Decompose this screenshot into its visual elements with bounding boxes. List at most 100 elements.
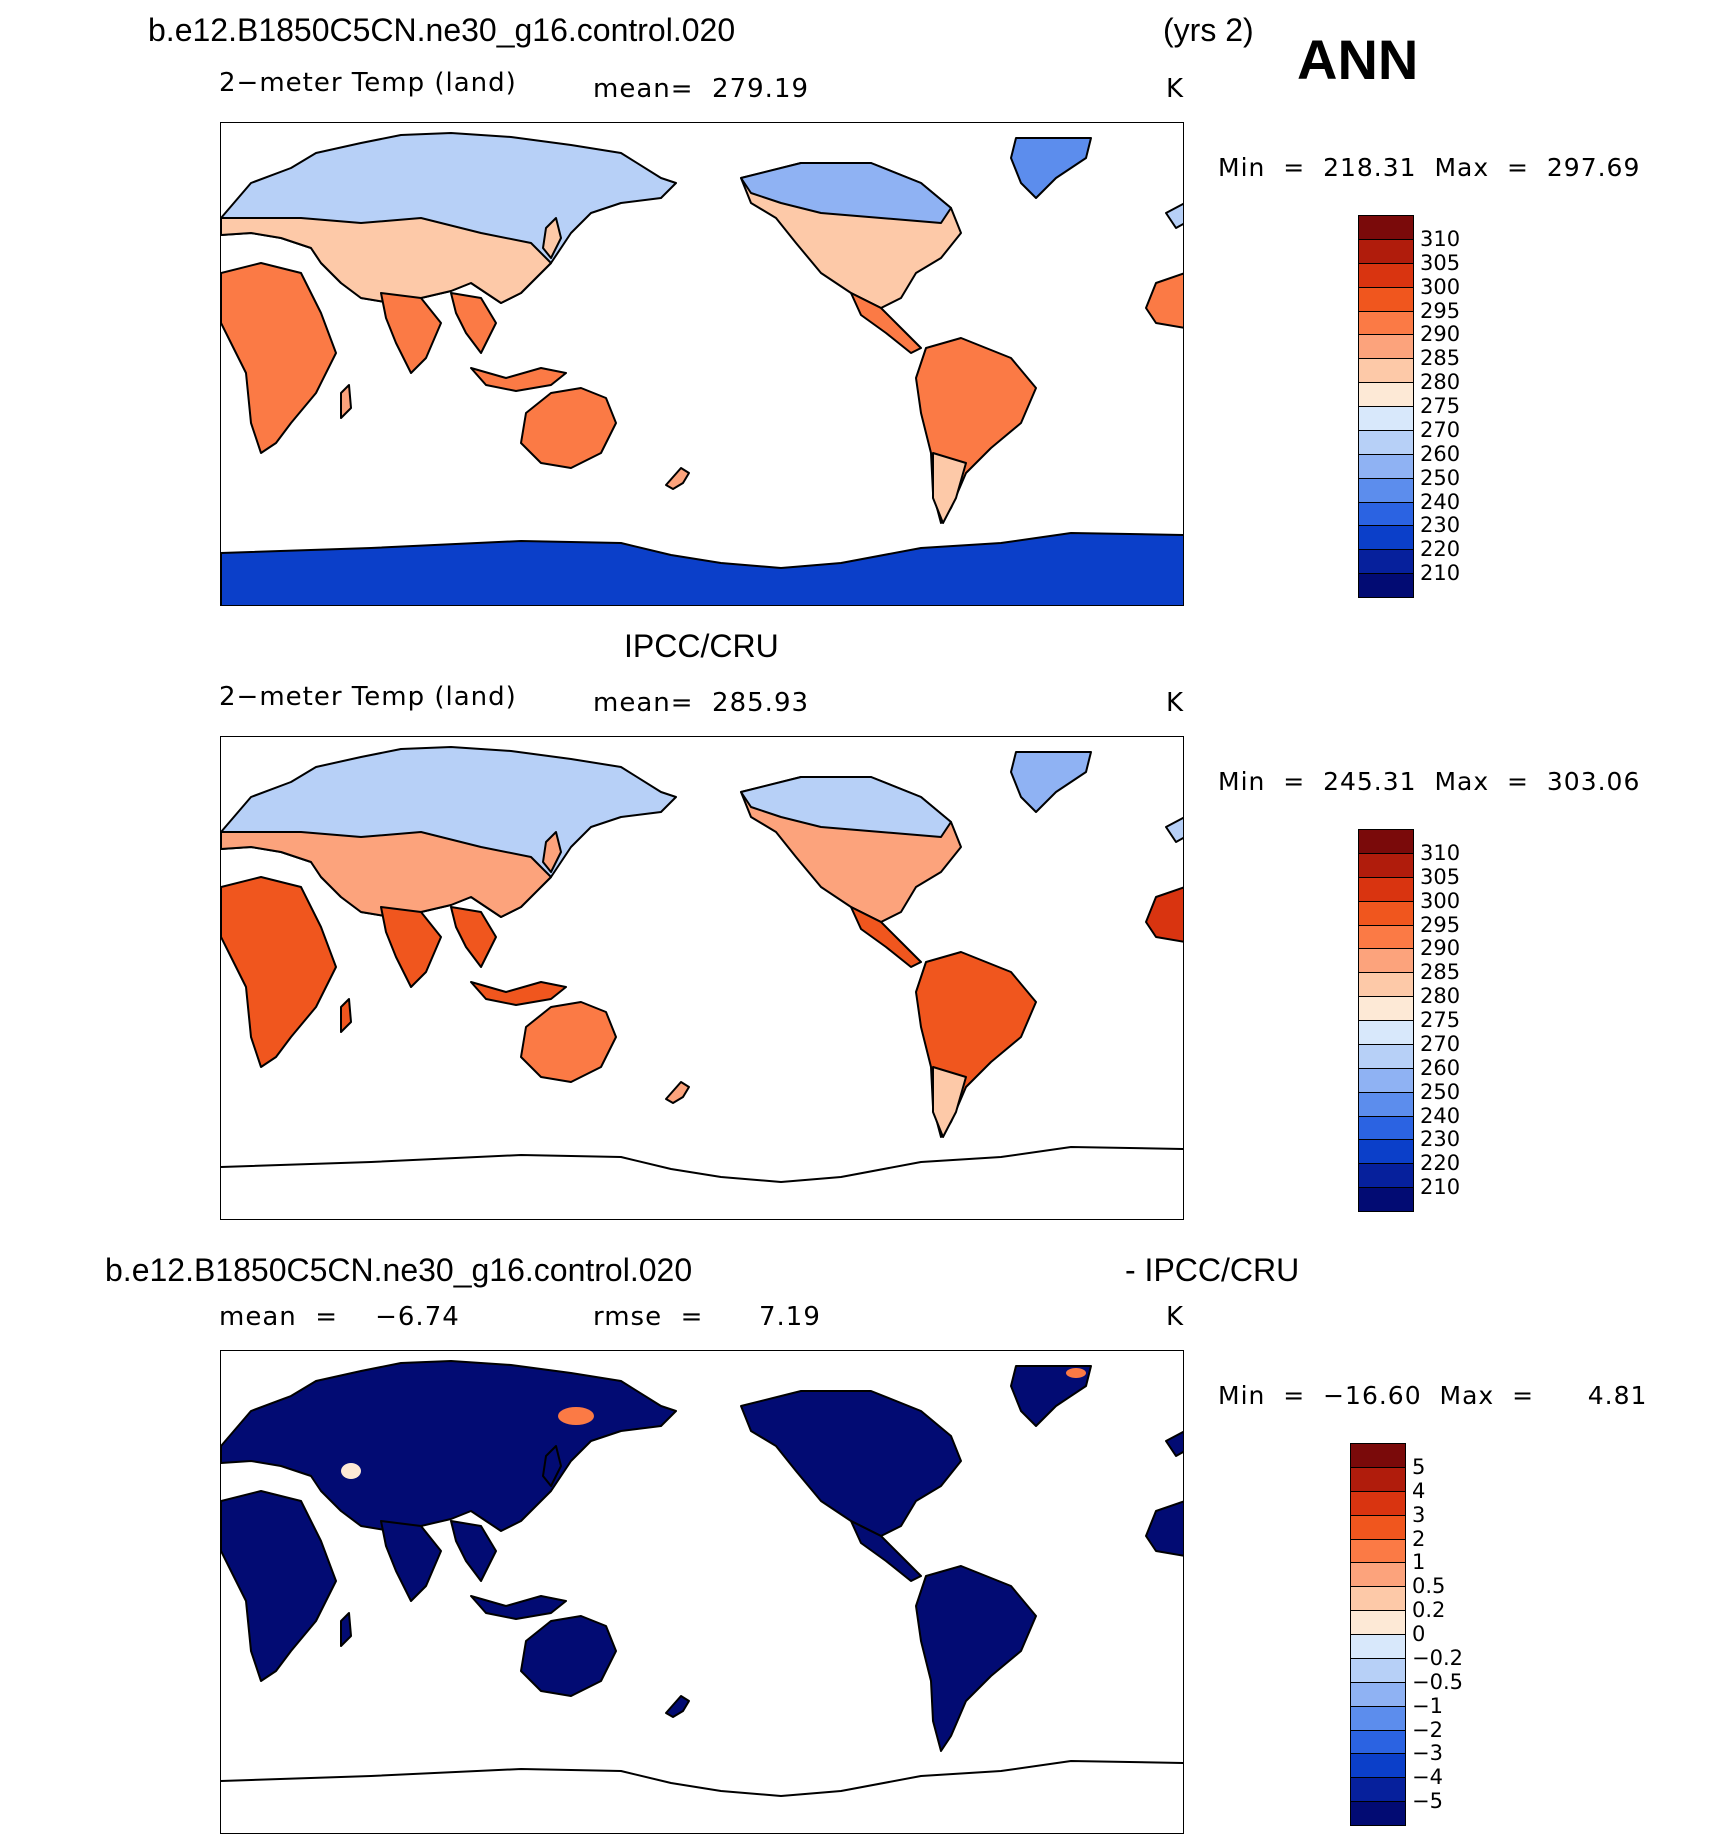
panel1-colorbar-tick-label: 280 (1420, 370, 1461, 395)
madagascar-island (340, 998, 352, 1033)
siberia-warm-anomaly (558, 1407, 594, 1425)
panel3-colorbar-swatch (1350, 1729, 1406, 1755)
panel3-colorbar-swatch (1350, 1657, 1406, 1683)
panel3-colorbar-tick-label: −3 (1412, 1741, 1443, 1766)
panel3-colorbar-swatch (1350, 1801, 1406, 1826)
panel2-colorbar-tick-label: 250 (1420, 1079, 1461, 1104)
panel2-title: IPCC/CRU (624, 628, 779, 664)
panel1-colorbar: 310 305 300 295 290 285 280 275 270 260 250 240 230 2… (1358, 215, 1478, 598)
panel2-colorbar-tick-label: 300 (1420, 888, 1461, 913)
panel3-title-left: b.e12.B1850C5CN.ne30_g16.control.020 (105, 1252, 693, 1288)
case-name-title: b.e12.B1850C5CN.ne30_g16.control.020 (148, 12, 736, 48)
panel3-rmse-label: rmse = 7.19 (593, 1302, 821, 1332)
panel3-colorbar-tick-label: −4 (1412, 1765, 1443, 1790)
panel3-colorbar-swatch (1350, 1514, 1406, 1540)
panel2-colorbar-tick-label: 230 (1420, 1127, 1461, 1152)
panel2-colorbar-swatch (1358, 1020, 1414, 1045)
panel3-colorbar-tick-label: 3 (1412, 1502, 1426, 1527)
panel1-colorbar-tick-label: 260 (1420, 441, 1461, 466)
south-america-south (932, 452, 967, 524)
panel3-colorbar-swatch (1350, 1586, 1406, 1612)
panel1-map (220, 122, 1184, 606)
panel1-colorbar-tick-label: 250 (1420, 465, 1461, 490)
panel3-colorbar-tick-label: 5 (1412, 1454, 1426, 1479)
panel3-colorbar-swatch (1350, 1443, 1406, 1468)
panel2-colorbar-swatch (1358, 852, 1414, 878)
panel2-colorbar-swatch (1358, 900, 1414, 926)
panel3-minmax-label: Min = −16.60 Max = 4.81 (1218, 1381, 1648, 1410)
panel3-colorbar-tick-label: −1 (1412, 1693, 1443, 1718)
panel2-colorbar-swatch (1358, 972, 1414, 998)
indonesia-islands (470, 367, 567, 392)
panel2-colorbar-tick-label: 240 (1420, 1103, 1461, 1128)
antarctica-outline (221, 1146, 1183, 1183)
panel3-colorbar-tick-label: 4 (1412, 1478, 1426, 1503)
panel3-colorbar-swatch (1350, 1538, 1406, 1564)
panel3-colorbar-swatch (1350, 1562, 1406, 1588)
africa-landmass (221, 876, 337, 1068)
panel1-variable-label: 2−meter Temp (land) (219, 68, 517, 98)
panel3-colorbar-tick-label: −0.5 (1412, 1669, 1463, 1694)
panel2-colorbar: 310 305 300 295 290 285 280 275 270 260 250 240 230 2… (1358, 829, 1478, 1212)
panel2-colorbar-swatch (1358, 948, 1414, 974)
africa-landmass (221, 1490, 337, 1682)
north-america-north (740, 776, 952, 838)
europe-east-edge (1165, 202, 1183, 229)
greenland-landmass (1010, 137, 1092, 199)
central-america (850, 292, 922, 354)
panel1-colorbar-swatch (1358, 334, 1414, 360)
panel1-colorbar-tick-label: 210 (1420, 561, 1461, 586)
panel1-colorbar-swatch (1358, 238, 1414, 264)
panel3-colorbar-swatch (1350, 1466, 1406, 1492)
panel3-colorbar-tick-label: 0 (1412, 1622, 1426, 1646)
africa-west-edge (1145, 886, 1183, 943)
africa-west-edge (1145, 272, 1183, 329)
panel3-map (220, 1350, 1184, 1834)
panel2-colorbar-tick-label: 270 (1420, 1031, 1461, 1056)
panel3-title-right: - IPCC/CRU (1125, 1252, 1300, 1288)
greenland-landmass (1010, 751, 1092, 813)
panel3-colorbar-swatch (1350, 1634, 1406, 1659)
antarctica-landmass (221, 532, 1183, 605)
years-label: (yrs 2) (1163, 12, 1254, 48)
panel1-colorbar-tick-label: 285 (1420, 346, 1461, 371)
eurasia-south-band (221, 831, 552, 918)
panel1-colorbar-swatch (1358, 453, 1414, 479)
japan-islands (542, 1445, 562, 1487)
japan-islands (542, 217, 562, 259)
greenland-warm-anomaly (1066, 1368, 1086, 1378)
panel1-colorbar-tick-label: 310 (1420, 226, 1461, 251)
panel2-colorbar-tick-label: 305 (1420, 864, 1461, 889)
panel3-colorbar-tick-label: 0.5 (1412, 1574, 1446, 1599)
panel2-colorbar-swatch (1358, 1139, 1414, 1165)
australia-landmass (520, 1001, 617, 1083)
africa-landmass (221, 262, 337, 454)
eurasia-landmass (221, 1360, 677, 1532)
panel3-mean-label: mean = −6.74 (219, 1302, 460, 1332)
panel1-colorbar-swatch (1358, 549, 1414, 575)
panel1-colorbar-tick-label: 220 (1420, 537, 1461, 562)
panel2-colorbar-tick-label: 285 (1420, 960, 1461, 985)
panel1-colorbar-tick-label: 295 (1420, 298, 1461, 323)
australia-landmass (520, 1615, 617, 1697)
panel2-colorbar-tick-label: 290 (1420, 936, 1461, 961)
panel2-colorbar-swatch (1358, 1043, 1414, 1069)
north-america-north (740, 162, 952, 224)
panel1-colorbar-swatch (1358, 429, 1414, 455)
panel3-colorbar-swatch (1350, 1610, 1406, 1635)
panel3-colorbar: 5 4 3 2 1 0.5 0.2 0 −0.2 −0.5 −1 −2 −3 −4 −5 (1350, 1443, 1480, 1826)
panel2-colorbar-tick-label: 260 (1420, 1055, 1461, 1080)
panel1-colorbar-swatch (1358, 358, 1414, 384)
india-landmass (380, 1520, 442, 1602)
new-zealand-islands (665, 1081, 690, 1104)
madagascar-island (340, 1612, 352, 1647)
panel2-variable-label: 2−meter Temp (land) (219, 682, 517, 712)
indonesia-islands (470, 981, 567, 1006)
panel2-colorbar-tick-label: 280 (1420, 984, 1461, 1009)
australia-landmass (520, 387, 617, 469)
north-america-landmass (740, 1390, 962, 1537)
indonesia-islands (470, 1595, 567, 1620)
madagascar-island (340, 384, 352, 419)
panel1-colorbar-swatch (1358, 406, 1414, 431)
panel1-colorbar-swatch (1358, 501, 1414, 527)
